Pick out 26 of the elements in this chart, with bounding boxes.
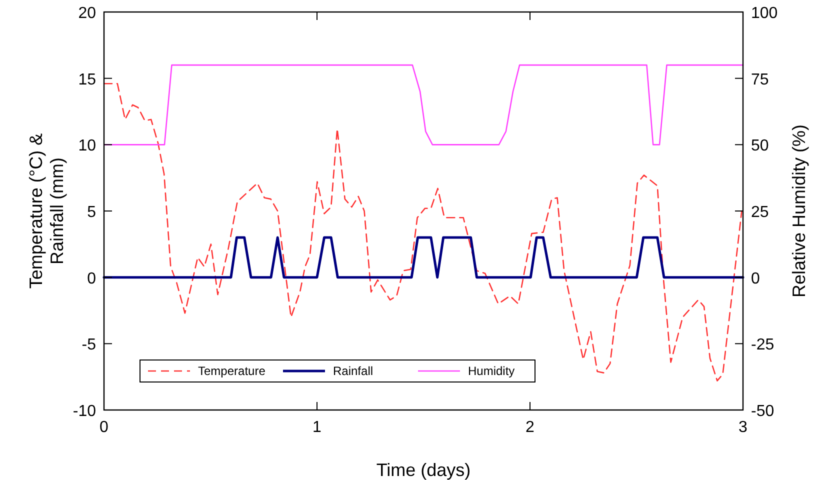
y-tick-label: -5	[82, 336, 96, 354]
y-tick-label: 20	[78, 5, 96, 22]
x-tick-label: 3	[738, 419, 748, 436]
x-tick-label: 1	[312, 419, 322, 436]
legend-label: Rainfall	[333, 364, 374, 378]
line-series	[103, 82, 742, 382]
y2-tick-label: 75	[751, 71, 769, 88]
y-tick-label: -10	[72, 403, 96, 420]
y2-tick-label: -50	[751, 403, 774, 420]
legend-label: Humidity	[468, 364, 515, 378]
y2-tick-label: 25	[751, 204, 769, 221]
x-tick-label: 2	[526, 419, 535, 436]
y2-tick-label: 0	[751, 270, 760, 288]
y2-axis-title: Relative Humidity (%)	[789, 124, 809, 298]
y-tick-label: 5	[87, 204, 96, 221]
y2-tick-label: 50	[751, 138, 769, 155]
x-tick-label: 0	[100, 419, 109, 436]
x-axis-title: Time (days)	[376, 460, 471, 480]
y2-tick-label: 100	[751, 5, 778, 22]
y2-tick-label: -25	[751, 336, 774, 354]
line-series	[103, 64, 744, 146]
y-axis-title: Temperature (°C) & Rainfall (mm)	[26, 133, 67, 289]
y-tick-label: 0	[87, 270, 96, 288]
y-tick-label: 10	[78, 138, 96, 155]
legend-label: Temperature	[198, 364, 266, 378]
y-tick-label: 15	[78, 71, 96, 88]
